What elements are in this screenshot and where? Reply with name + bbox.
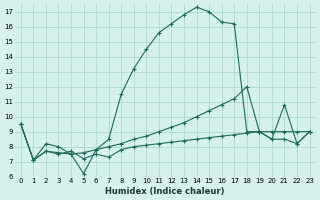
X-axis label: Humidex (Indice chaleur): Humidex (Indice chaleur) bbox=[106, 187, 225, 196]
